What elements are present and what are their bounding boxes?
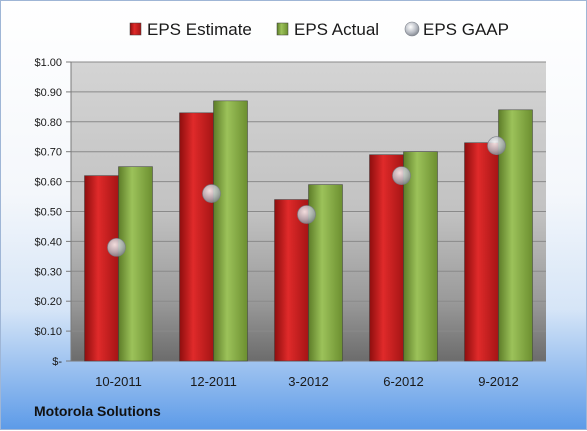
legend-label: EPS GAAP [423, 20, 509, 39]
y-tick-label: $- [52, 356, 62, 368]
x-tick-label: 10-2011 [95, 374, 142, 389]
y-tick-label: $0.20 [34, 296, 62, 308]
actual-bar-12-2011 [213, 100, 248, 362]
y-tick-label: $0.10 [34, 326, 62, 338]
x-tick-label: 3-2012 [288, 374, 328, 389]
estimate-bar-10-2011 [84, 175, 119, 362]
actual-bar-9-2012 [498, 109, 533, 362]
y-tick-label: $0.50 [34, 207, 62, 219]
actual-bar-6-2012 [403, 151, 438, 362]
actual-bar-10-2011 [118, 166, 153, 362]
estimate-bar-12-2011 [179, 112, 214, 362]
legend-swatch-actual [276, 22, 289, 36]
gaap-marker-3-2012 [297, 205, 316, 224]
x-tick-label: 9-2012 [478, 374, 518, 389]
estimate-bar-9-2012 [464, 142, 499, 362]
legend-swatch-gaap [404, 21, 420, 37]
x-tick-label: 6-2012 [383, 374, 423, 389]
gaap-marker-10-2011 [107, 238, 126, 257]
x-axis: 10-2011 12-2011 3-2012 6-2012 9-2012 [95, 374, 519, 389]
estimate-bar-6-2012 [369, 154, 404, 362]
legend-label: EPS Estimate [147, 20, 252, 39]
legend-label: EPS Actual [294, 20, 379, 39]
y-tick-label: $0.70 [34, 147, 62, 159]
company-name: Motorola Solutions [34, 403, 161, 419]
y-tick-label: $0.40 [34, 236, 62, 248]
gaap-marker-6-2012 [392, 166, 411, 185]
bars [84, 100, 533, 362]
y-tick-label: $0.60 [34, 177, 62, 189]
gaap-marker-12-2011 [202, 184, 221, 203]
gaap-marker-9-2012 [487, 136, 506, 156]
y-tick-label: $0.80 [34, 117, 62, 129]
y-tick-label: $0.30 [34, 266, 62, 278]
estimate-bar-3-2012 [274, 199, 309, 362]
legend-swatch-estimate [129, 22, 142, 36]
x-tick-label: 12-2011 [190, 374, 237, 389]
y-tick-label: $0.90 [34, 87, 62, 99]
y-axis: $- $0.10 $0.20 $0.30 $0.40 $0.50 $0.60 $0.70 $0.… [34, 57, 72, 368]
legend: EPS Estimate EPS Actual EPS GAAP [129, 20, 509, 39]
gaap-markers [107, 136, 506, 257]
y-tick-label: $1.00 [34, 57, 62, 69]
